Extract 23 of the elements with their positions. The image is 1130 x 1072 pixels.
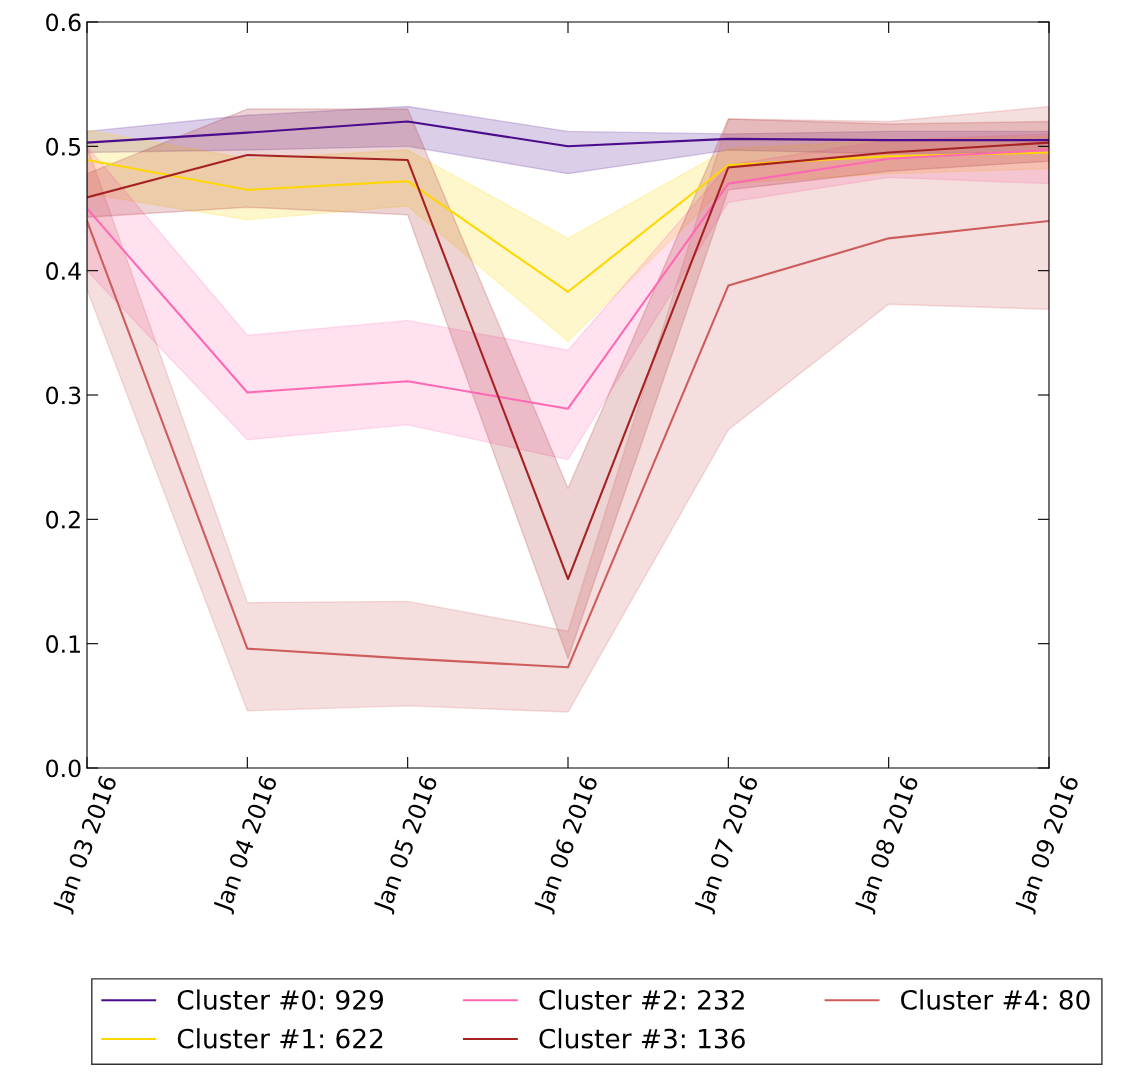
legend-label: Cluster #3: 136	[539, 1028, 745, 1049]
x-tick-label: Jan 05 2016	[372, 774, 442, 915]
legend-label: Cluster #4: 80	[901, 989, 1090, 1010]
y-tick-label: 0.4	[46, 262, 81, 280]
y-tick-label: 0.1	[46, 635, 80, 653]
x-tick-label: Jan 09 2016	[1014, 774, 1084, 915]
legend-label: Cluster #2: 232	[539, 989, 744, 1010]
line-series	[87, 141, 1049, 581]
legend-label: Cluster #0: 929	[177, 989, 383, 1010]
line-series	[87, 149, 1049, 410]
line-series	[87, 120, 1049, 148]
y-tick-label: 0.0	[46, 759, 81, 778]
y-tick-label: 0.2	[46, 510, 80, 529]
y-tick-label: 0.5	[46, 137, 81, 156]
x-tick-label: Jan 04 2016	[212, 774, 282, 915]
y-tick-label: 0.3	[46, 386, 81, 405]
legend-label: Cluster #1: 622	[177, 1028, 383, 1049]
x-tick-label: Jan 08 2016	[853, 774, 923, 915]
y-tick-label: 0.6	[46, 13, 81, 32]
line-series	[87, 151, 1049, 293]
x-tick-label: Jan 07 2016	[693, 774, 763, 915]
x-tick-label: Jan 06 2016	[533, 774, 603, 915]
line-series	[87, 219, 1049, 669]
